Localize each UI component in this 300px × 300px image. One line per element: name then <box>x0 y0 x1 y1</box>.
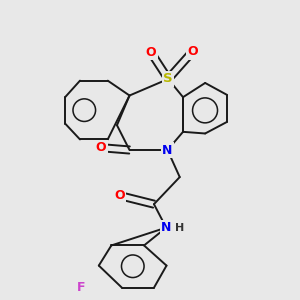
Text: O: O <box>114 189 125 202</box>
Text: H: H <box>175 223 184 232</box>
Text: O: O <box>146 46 156 59</box>
Text: N: N <box>161 221 171 234</box>
Text: N: N <box>162 143 173 157</box>
Text: O: O <box>187 45 198 58</box>
Text: O: O <box>96 141 106 154</box>
Text: S: S <box>164 73 173 85</box>
Text: F: F <box>76 281 85 294</box>
